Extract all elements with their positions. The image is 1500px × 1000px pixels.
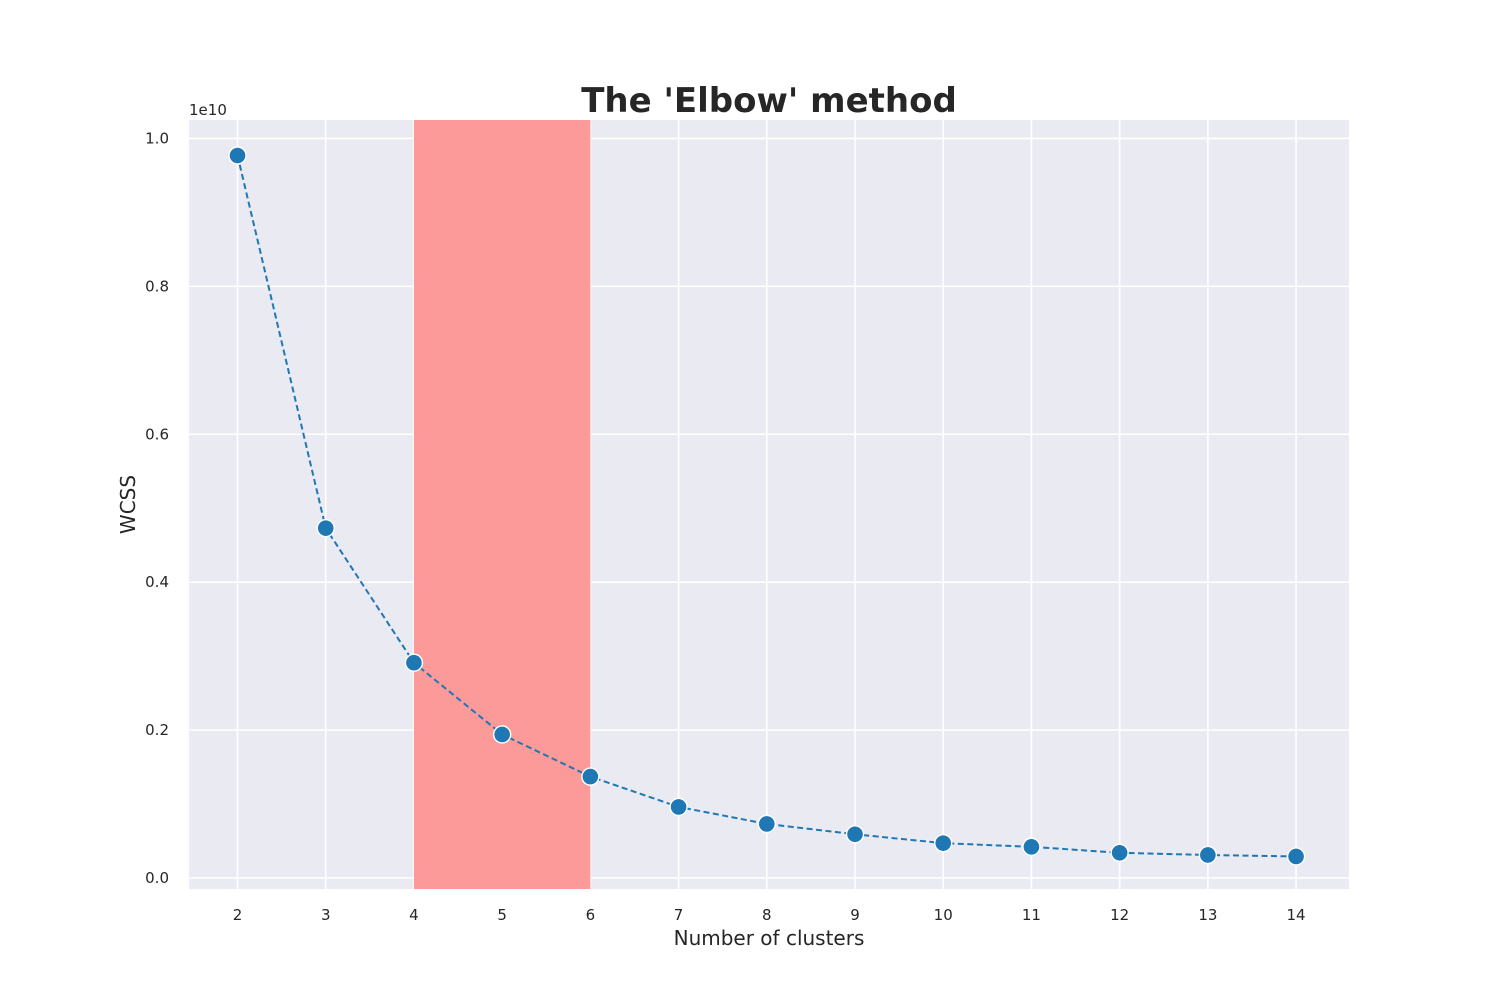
data-point (316, 518, 335, 538)
x-tick-label: 6 (586, 906, 596, 924)
y-tick-label: 0.0 (145, 869, 169, 887)
y-offset-label: 1e10 (189, 101, 227, 119)
data-point (1022, 837, 1041, 857)
x-tick-label: 11 (1022, 906, 1041, 924)
data-point (228, 146, 247, 165)
chart-title: The 'Elbow' method (581, 81, 957, 121)
data-point (845, 825, 865, 844)
x-tick-label: 7 (674, 906, 684, 924)
data-point (581, 767, 600, 786)
x-tick-label: 3 (321, 906, 331, 924)
x-tick-label: 5 (497, 906, 507, 924)
x-tick-label: 13 (1198, 906, 1217, 924)
data-point (757, 814, 776, 834)
x-axis-label: Number of clusters (674, 926, 865, 950)
x-tick-label: 4 (409, 906, 419, 924)
y-tick-label: 0.2 (145, 721, 169, 739)
x-tick-label: 2 (233, 906, 243, 924)
y-tick-label: 0.4 (145, 573, 169, 591)
plot-area (189, 120, 1349, 889)
data-point (1110, 843, 1129, 862)
x-tick-label: 14 (1287, 906, 1306, 924)
x-tick-label: 12 (1110, 906, 1129, 924)
y-tick-label: 1.0 (145, 129, 169, 147)
data-point (934, 833, 953, 853)
x-tick-label: 10 (934, 906, 953, 924)
data-point (404, 653, 424, 672)
data-point (1198, 845, 1218, 865)
data-point (1286, 847, 1306, 866)
x-tick-label: 8 (762, 906, 772, 924)
y-tick-label: 0.8 (145, 277, 169, 295)
y-tick-label: 0.6 (145, 425, 169, 443)
y-axis-label: WCSS (116, 475, 140, 534)
highlight-span (413, 120, 591, 889)
data-point (669, 797, 688, 817)
x-tick-label: 9 (850, 906, 860, 924)
data-point (492, 725, 512, 744)
